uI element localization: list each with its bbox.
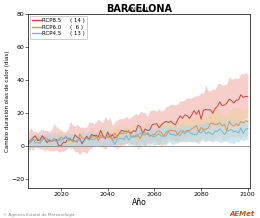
Legend: RCP8.5     ( 14 ), RCP6.0     (  6 ), RCP4.5     ( 13 ): RCP8.5 ( 14 ), RCP6.0 ( 6 ), RCP4.5 ( 13… — [30, 16, 87, 39]
Text: © Agencia Estatal de Meteorología: © Agencia Estatal de Meteorología — [3, 213, 74, 217]
X-axis label: Año: Año — [132, 198, 147, 207]
Y-axis label: Cambio duración olas de calor (días): Cambio duración olas de calor (días) — [4, 50, 10, 152]
Text: ANUAL: ANUAL — [127, 7, 151, 13]
Text: AEMet: AEMet — [230, 211, 255, 217]
Title: BARCELONA: BARCELONA — [106, 4, 172, 14]
